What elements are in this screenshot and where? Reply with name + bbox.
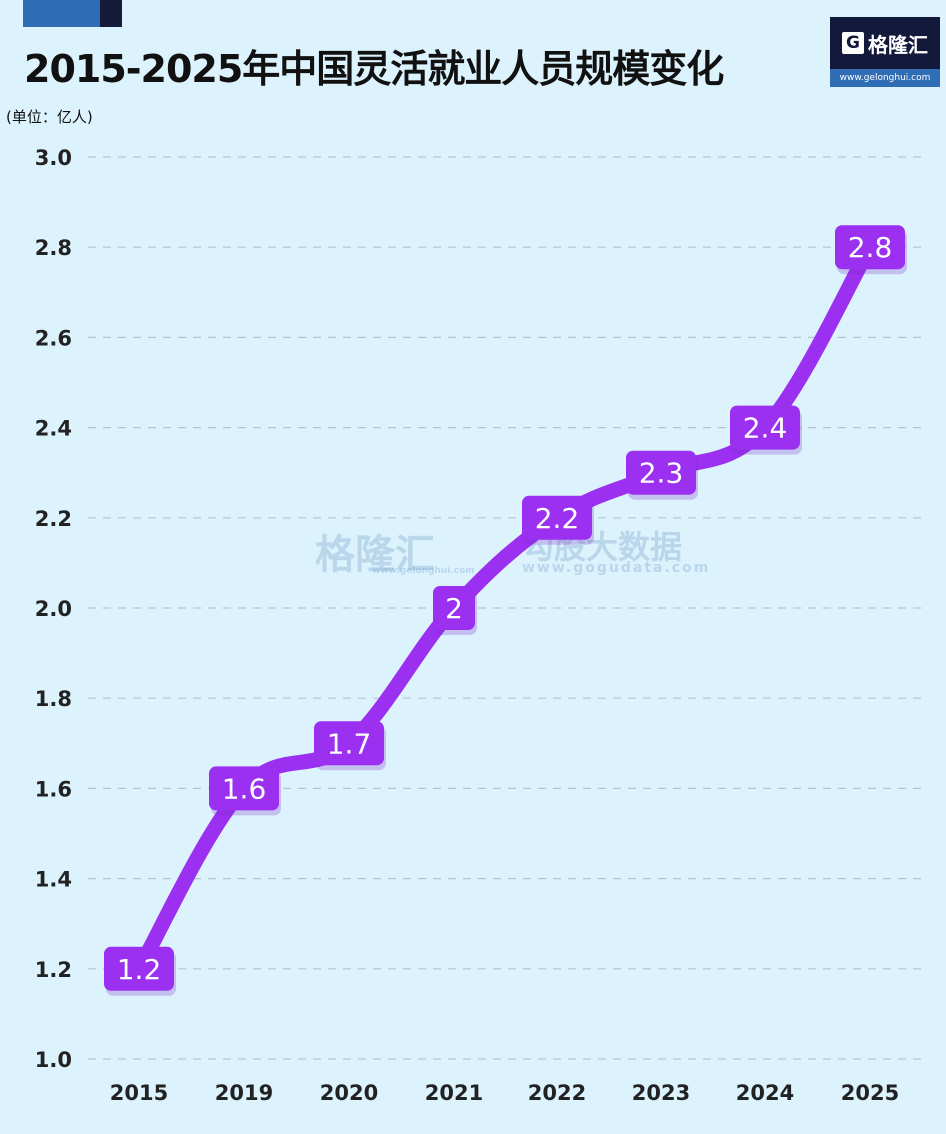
y-tick-label: 2.2 — [35, 507, 72, 531]
watermark-left-url: www.gelonghui.com — [372, 566, 475, 576]
data-value-label: 2.3 — [639, 457, 684, 490]
x-tick-label: 2022 — [528, 1081, 586, 1105]
data-label-box — [433, 586, 475, 630]
y-tick-label: 1.8 — [35, 687, 72, 711]
watermark-right-url: www.gogudata.com — [522, 560, 711, 576]
x-tick-label: 2025 — [841, 1081, 899, 1105]
y-tick-label: 1.0 — [35, 1048, 72, 1072]
x-tick-label: 2020 — [320, 1081, 378, 1105]
unit-label: (单位：亿人) — [6, 108, 93, 126]
x-tick-label: 2024 — [736, 1081, 794, 1105]
y-tick-label: 1.6 — [35, 777, 72, 801]
data-value-label: 1.7 — [327, 727, 372, 760]
data-line — [131, 239, 878, 977]
data-label-box — [730, 405, 800, 450]
x-tick-label: 2021 — [425, 1081, 483, 1105]
logo-url: www.gelonghui.com — [830, 69, 940, 87]
data-value-label: 1.2 — [117, 953, 162, 986]
brand-logo: G 格隆汇 www.gelonghui.com — [830, 17, 940, 87]
logo-name: 格隆汇 — [868, 32, 928, 57]
data-value-label: 2 — [445, 592, 463, 625]
data-label-box — [835, 225, 905, 270]
y-tick-label: 3.0 — [35, 146, 72, 170]
x-tick-label: 2019 — [215, 1081, 273, 1105]
y-tick-label: 1.4 — [35, 868, 72, 892]
chart-title: 2015-2025年中国灵活就业人员规模变化 — [24, 47, 724, 91]
header-accent-bar-dark — [100, 0, 122, 27]
y-tick-label: 2.6 — [35, 326, 72, 350]
data-value-label: 1.6 — [222, 772, 267, 805]
logo-g-icon: G — [842, 32, 864, 54]
data-label-box — [522, 495, 592, 540]
y-tick-label: 2.4 — [35, 417, 72, 441]
data-value-label: 2.4 — [743, 412, 788, 445]
data-value-label: 2.2 — [535, 502, 580, 535]
y-tick-label: 1.2 — [35, 958, 72, 982]
x-tick-label: 2023 — [632, 1081, 690, 1105]
watermark-left: 格隆汇 — [315, 532, 435, 578]
data-label-box — [209, 766, 279, 811]
header-accent-bar — [23, 0, 100, 27]
y-tick-label: 2.8 — [35, 236, 72, 260]
data-value-label: 2.8 — [848, 231, 893, 264]
x-tick-label: 2015 — [110, 1081, 168, 1105]
data-label-box — [314, 721, 384, 766]
data-label-box — [104, 946, 174, 991]
data-label-box — [626, 450, 696, 495]
y-tick-label: 2.0 — [35, 597, 72, 621]
